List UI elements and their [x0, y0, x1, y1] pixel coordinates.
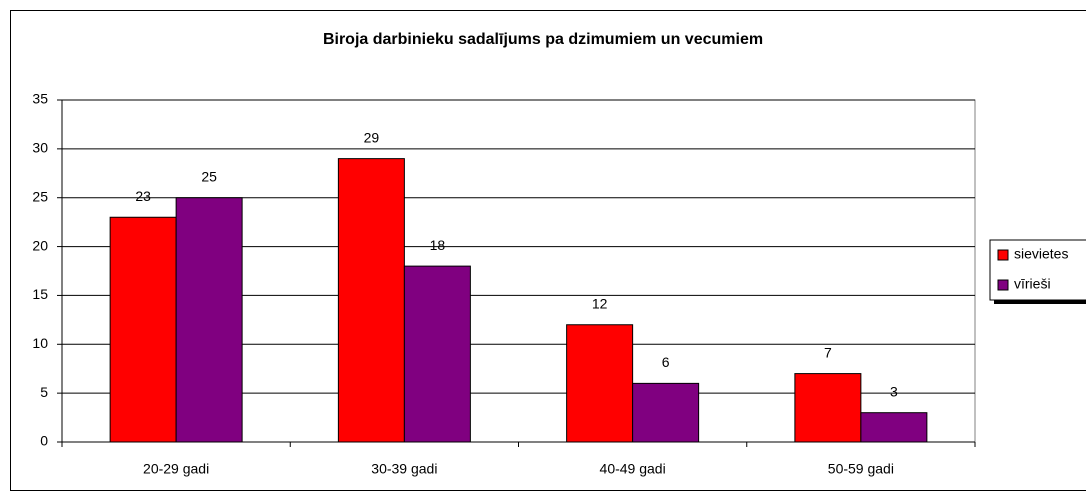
y-tick-label: 20	[32, 237, 48, 253]
data-label: 18	[430, 237, 446, 253]
x-tick-label: 30-39 gadi	[371, 461, 437, 477]
bar	[175, 197, 243, 443]
legend-label: sievietes	[1014, 246, 1068, 262]
legend-label: vīrieši	[1014, 276, 1051, 292]
y-tick-label: 0	[40, 433, 48, 449]
bar	[337, 158, 405, 443]
x-tick-label: 50-59 gadi	[828, 461, 894, 477]
bar	[794, 373, 862, 443]
bar	[860, 412, 928, 443]
data-label: 23	[135, 188, 151, 204]
bar	[109, 216, 177, 443]
legend-swatch	[997, 279, 1009, 291]
legend-swatch	[997, 249, 1009, 261]
data-label: 12	[592, 295, 608, 311]
y-tick-label: 30	[32, 140, 48, 156]
data-label: 29	[364, 129, 380, 145]
y-tick-label: 35	[32, 91, 48, 107]
data-label: 3	[890, 383, 898, 399]
y-tick-label: 25	[32, 188, 48, 204]
y-tick-label: 10	[32, 335, 48, 351]
y-tick-label: 5	[40, 384, 48, 400]
data-label: 25	[201, 168, 217, 184]
bar	[403, 265, 471, 443]
x-tick-label: 40-49 gadi	[600, 461, 666, 477]
bar	[632, 382, 700, 443]
bar	[566, 324, 634, 443]
data-label: 7	[824, 344, 832, 360]
y-tick-label: 15	[32, 286, 48, 302]
chart-title: Biroja darbinieku sadalījums pa dzimumie…	[323, 31, 763, 48]
data-label: 6	[662, 354, 670, 370]
x-tick-label: 20-29 gadi	[143, 461, 209, 477]
